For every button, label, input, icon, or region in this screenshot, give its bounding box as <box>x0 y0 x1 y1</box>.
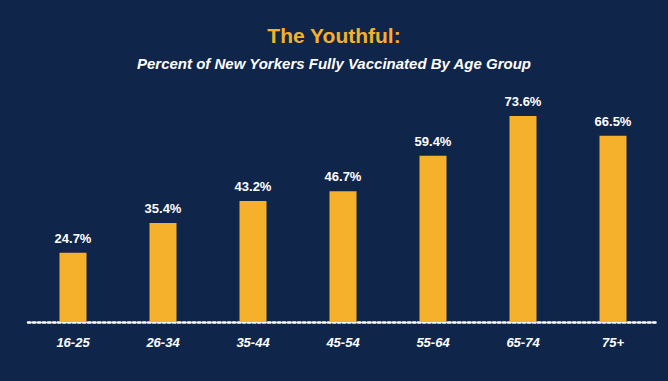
svg-text:24.7%: 24.7% <box>55 231 92 246</box>
svg-text:75+: 75+ <box>602 335 624 350</box>
svg-text:Percent of New Yorkers Fully V: Percent of New Yorkers Fully Vaccinated … <box>137 55 531 72</box>
svg-text:66.5%: 66.5% <box>595 114 632 129</box>
svg-text:35-44: 35-44 <box>236 335 270 350</box>
svg-text:55-64: 55-64 <box>416 335 450 350</box>
svg-text:43.2%: 43.2% <box>235 179 272 194</box>
svg-text:73.6%: 73.6% <box>505 94 542 109</box>
svg-text:46.7%: 46.7% <box>325 169 362 184</box>
svg-text:45-54: 45-54 <box>325 335 360 350</box>
svg-text:65-74: 65-74 <box>506 335 540 350</box>
svg-text:The Youthful:: The Youthful: <box>267 24 400 47</box>
svg-text:35.4%: 35.4% <box>145 201 182 216</box>
svg-text:16-25: 16-25 <box>56 335 90 350</box>
svg-text:59.4%: 59.4% <box>415 134 452 149</box>
svg-text:26-34: 26-34 <box>145 335 180 350</box>
